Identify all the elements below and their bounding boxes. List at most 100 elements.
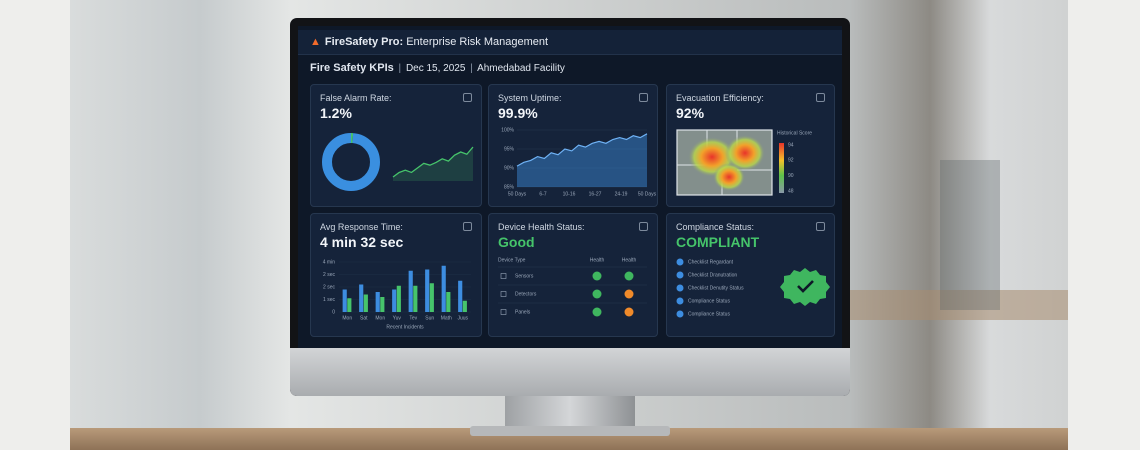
status-ok [592,271,602,281]
status-health [624,271,634,281]
bar [342,289,347,312]
x-tick-label: 6-7 [539,191,546,197]
table-header: Health [622,257,637,263]
checklist-item: Checklist Denutity Status [688,285,744,291]
uptime-card[interactable]: 100% 95% 90% 85% 50 Days 6-7 10-16 16-27 24-19 50… [488,84,658,207]
status-ok [592,289,602,299]
heat-zone [713,163,745,191]
uptime-area [517,133,647,187]
x-tick-label: Mon [342,315,352,321]
y-tick-label: 4 min [323,259,335,265]
dashboard: ▲ FireSafety Pro: Enterprise Risk Managem… [298,26,842,348]
card-label: Avg Response Time: [320,222,403,232]
legend-tick: 90 [788,173,794,179]
y-tick-label: 85% [504,184,515,190]
legend-title: Historical Score [777,130,812,136]
y-tick-label: 2 sec [323,272,335,278]
y-tick-label: 2 sec [323,284,335,290]
monitor-base [470,426,670,436]
card-icon[interactable] [639,222,648,231]
checklist-item: Checklist Dranutration [688,272,737,278]
compliant-badge [780,268,830,306]
bar [425,269,430,312]
x-tick-label: 24-19 [615,191,628,197]
background-chair [940,160,1000,310]
x-tick-label: 16-27 [589,191,602,197]
bar [429,283,434,312]
bar [446,292,451,312]
legend-tick: 92 [788,158,794,164]
card-icon[interactable] [816,222,825,231]
check-icon [676,258,684,266]
x-tick-label: Mon [375,315,385,321]
bar [441,265,446,312]
false-alarm-card[interactable]: False Alarm Rate: 1.2% [310,84,482,207]
x-tick-label: 50 Days [638,191,657,197]
page-title: Fire Safety KPIs [310,62,394,74]
checklist-item: Compliance Status [688,298,730,304]
x-tick-label: Juus [457,315,468,321]
card-label: False Alarm Rate: [320,93,392,103]
bar [462,300,467,312]
card-icon[interactable] [463,222,472,231]
device-icon [500,273,507,279]
evacuation-heatmap: Historical Score 94 92 90 48 [676,129,812,196]
card-value: 92% [676,105,705,121]
brand: FireSafety Pro: [324,36,404,48]
separator: | [398,63,402,74]
y-tick-label: 0 [332,309,335,315]
separator: | [470,63,473,74]
legend-bar [779,143,784,193]
card-label: System Uptime: [498,93,562,103]
card-label: Device Health Status: [498,222,585,232]
device-icon [500,309,507,315]
bar [413,285,418,312]
x-tick-label: Tev [409,315,417,321]
status-health [624,307,634,317]
y-tick-label: 90% [504,165,515,171]
card-icon[interactable] [816,93,825,102]
monitor-stand [505,392,635,432]
y-tick-label: 95% [504,146,515,152]
monitor-chin [290,348,850,396]
evacuation-card[interactable]: Historical Score 94 92 90 48 Evacuation Effi… [666,84,835,207]
heat-zone [725,135,765,171]
card-icon[interactable] [639,93,648,102]
bar [347,298,352,312]
response-chart: 4 min 2 sec 2 sec 1 sec 0 Mon Sat Mon Yuv Tev Sun M… [323,259,471,330]
status-ok [592,307,602,317]
bar [392,289,397,312]
table-header: Device Type [498,257,526,263]
checklist-item: Checklist Regardant [688,259,734,265]
bar [375,292,380,312]
uptime-line [516,133,648,167]
x-tick-label: 10-16 [563,191,576,197]
response-card[interactable]: 4 min 2 sec 2 sec 1 sec 0 Mon Sat Mon Yuv Tev Sun M… [310,213,482,337]
x-tick-label: Sun [425,315,434,321]
y-tick-label: 100% [501,127,514,133]
badge-check [797,280,814,293]
flame-icon: ▲ [310,36,321,48]
trend-line [392,146,474,178]
device-card[interactable]: Device Type Health Health Sensors Detectors P… [488,213,658,337]
device-name: Panels [515,309,531,315]
card-label: Evacuation Efficiency: [676,93,764,103]
legend-tick: 48 [788,188,794,194]
card-icon[interactable] [463,93,472,102]
x-tick-label: Yuv [393,315,402,321]
background-table [850,290,1068,320]
table-header: Health [590,257,605,263]
compliance-card[interactable]: Checklist Regardant Checklist Dranutratio… [666,213,835,337]
device-table: Device Type Health Health Sensors Detectors P… [498,257,647,317]
card-label: Compliance Status: [676,222,755,232]
legend-tick: 94 [788,142,794,148]
desk [70,428,1068,450]
check-icon [676,271,684,279]
uptime-chart: 100%95%90%85%50 Days 6-7 10-16 16-27 24-19 50… [501,127,657,197]
check-icon [676,284,684,292]
bar [363,294,368,312]
facility: Ahmedabad Facility [477,63,565,74]
donut-slice [322,133,380,191]
device-icon [500,291,507,297]
app-header: ▲ FireSafety Pro: Enterprise Risk Managem… [298,30,842,55]
